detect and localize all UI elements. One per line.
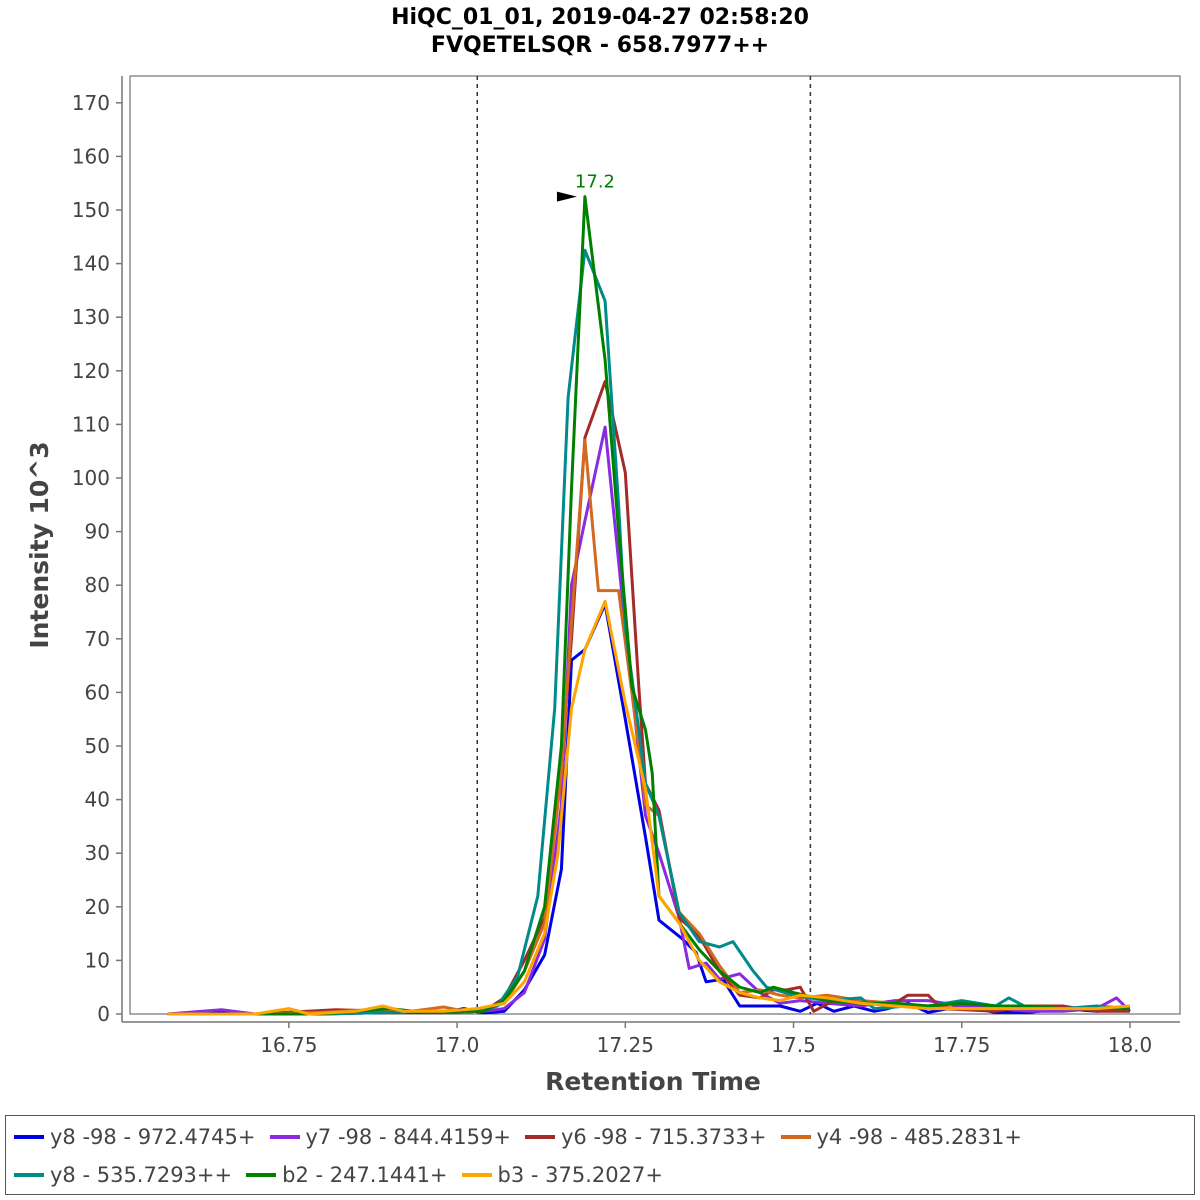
y-tick-label: 150 <box>72 198 110 222</box>
legend-item: y8 -98 - 972.4745+ <box>14 1125 256 1149</box>
peak-label: 17.2 <box>575 172 615 193</box>
legend-swatch <box>246 1173 277 1177</box>
legend-swatch <box>14 1135 44 1139</box>
legend-swatch <box>14 1173 44 1177</box>
y-tick-label: 0 <box>97 1002 110 1026</box>
x-tick-label: 17.25 <box>597 1033 654 1057</box>
series-line <box>167 599 1131 1016</box>
chart-subtitle: FVQETELSQR - 658.7977++ <box>431 33 769 58</box>
x-tick-label: 17.0 <box>435 1033 480 1057</box>
x-tick-label: 17.5 <box>771 1033 816 1057</box>
legend-label: y7 -98 - 844.4159+ <box>305 1125 512 1149</box>
legend-label: b2 - 247.1441+ <box>282 1163 448 1187</box>
peak-annotation: 17.2 <box>556 172 615 202</box>
legend-item: y6 -98 - 715.3733+ <box>525 1125 767 1149</box>
y-tick-label: 70 <box>85 627 110 651</box>
legend-swatch <box>461 1173 492 1177</box>
y-tick-label: 140 <box>72 252 110 276</box>
legend-item: b3 - 375.2027+ <box>461 1163 663 1187</box>
peak-arrow-icon <box>556 191 577 202</box>
y-tick-label: 60 <box>85 680 110 704</box>
y-tick-label: 80 <box>85 573 110 597</box>
y-tick-label: 100 <box>72 466 110 490</box>
y-tick-label: 50 <box>85 734 110 758</box>
legend-row: y8 -98 - 972.4745+ y7 -98 - 844.4159+ y6 -… <box>14 1122 1036 1152</box>
legend-item: y8 - 535.7293++ <box>14 1163 232 1187</box>
legend: y8 -98 - 972.4745+ y7 -98 - 844.4159+ y6 -… <box>5 1115 1195 1195</box>
y-axis-label: Intensity 10^3 <box>25 441 54 648</box>
legend-swatch <box>780 1135 811 1139</box>
series-line <box>167 195 1130 1016</box>
y-tick-label: 170 <box>72 91 110 115</box>
y-tick-label: 160 <box>72 144 110 168</box>
legend-label: y8 -98 - 972.4745+ <box>50 1125 256 1149</box>
legend-item: y7 -98 - 844.4159+ <box>269 1125 512 1149</box>
series-lines <box>167 195 1132 1016</box>
y-axis: 0 10 20 30 40 50 60 70 80 90 100 110 120 130 140 150 160… <box>72 76 123 1026</box>
y-tick-label: 10 <box>85 948 110 972</box>
y-tick-label: 130 <box>72 305 110 329</box>
x-tick-label: 16.75 <box>260 1033 317 1057</box>
legend-row: y8 - 535.7293++ b2 - 247.1441+ b3 - 375.20… <box>14 1160 677 1190</box>
legend-label: y6 -98 - 715.3733+ <box>561 1125 767 1149</box>
y-tick-label: 30 <box>85 841 110 865</box>
y-tick-label: 110 <box>72 412 110 436</box>
y-tick-label: 40 <box>85 788 110 812</box>
y-tick-label: 120 <box>72 359 110 383</box>
legend-item: y4 -98 - 485.2831+ <box>780 1125 1023 1149</box>
x-tick-label: 17.75 <box>933 1033 990 1057</box>
legend-swatch <box>269 1135 300 1139</box>
x-axis: 16.75 17.0 17.25 17.5 17.75 18.0 <box>122 1021 1180 1057</box>
y-tick-label: 90 <box>85 520 110 544</box>
legend-label: y8 - 535.7293++ <box>50 1163 233 1187</box>
legend-label: y4 -98 - 485.2831+ <box>816 1125 1023 1149</box>
x-axis-label: Retention Time <box>545 1067 761 1096</box>
chromatogram-chart: HiQC_01_01, 2019-04-27 02:58:20 FVQETELS… <box>25 5 1181 1096</box>
x-tick-label: 18.0 <box>1108 1033 1153 1057</box>
legend-item: b2 - 247.1441+ <box>246 1163 448 1187</box>
y-tick-label: 20 <box>85 895 110 919</box>
chart-title: HiQC_01_01, 2019-04-27 02:58:20 <box>391 5 809 30</box>
legend-swatch <box>525 1135 555 1139</box>
legend-label: b3 - 375.2027+ <box>497 1163 663 1187</box>
